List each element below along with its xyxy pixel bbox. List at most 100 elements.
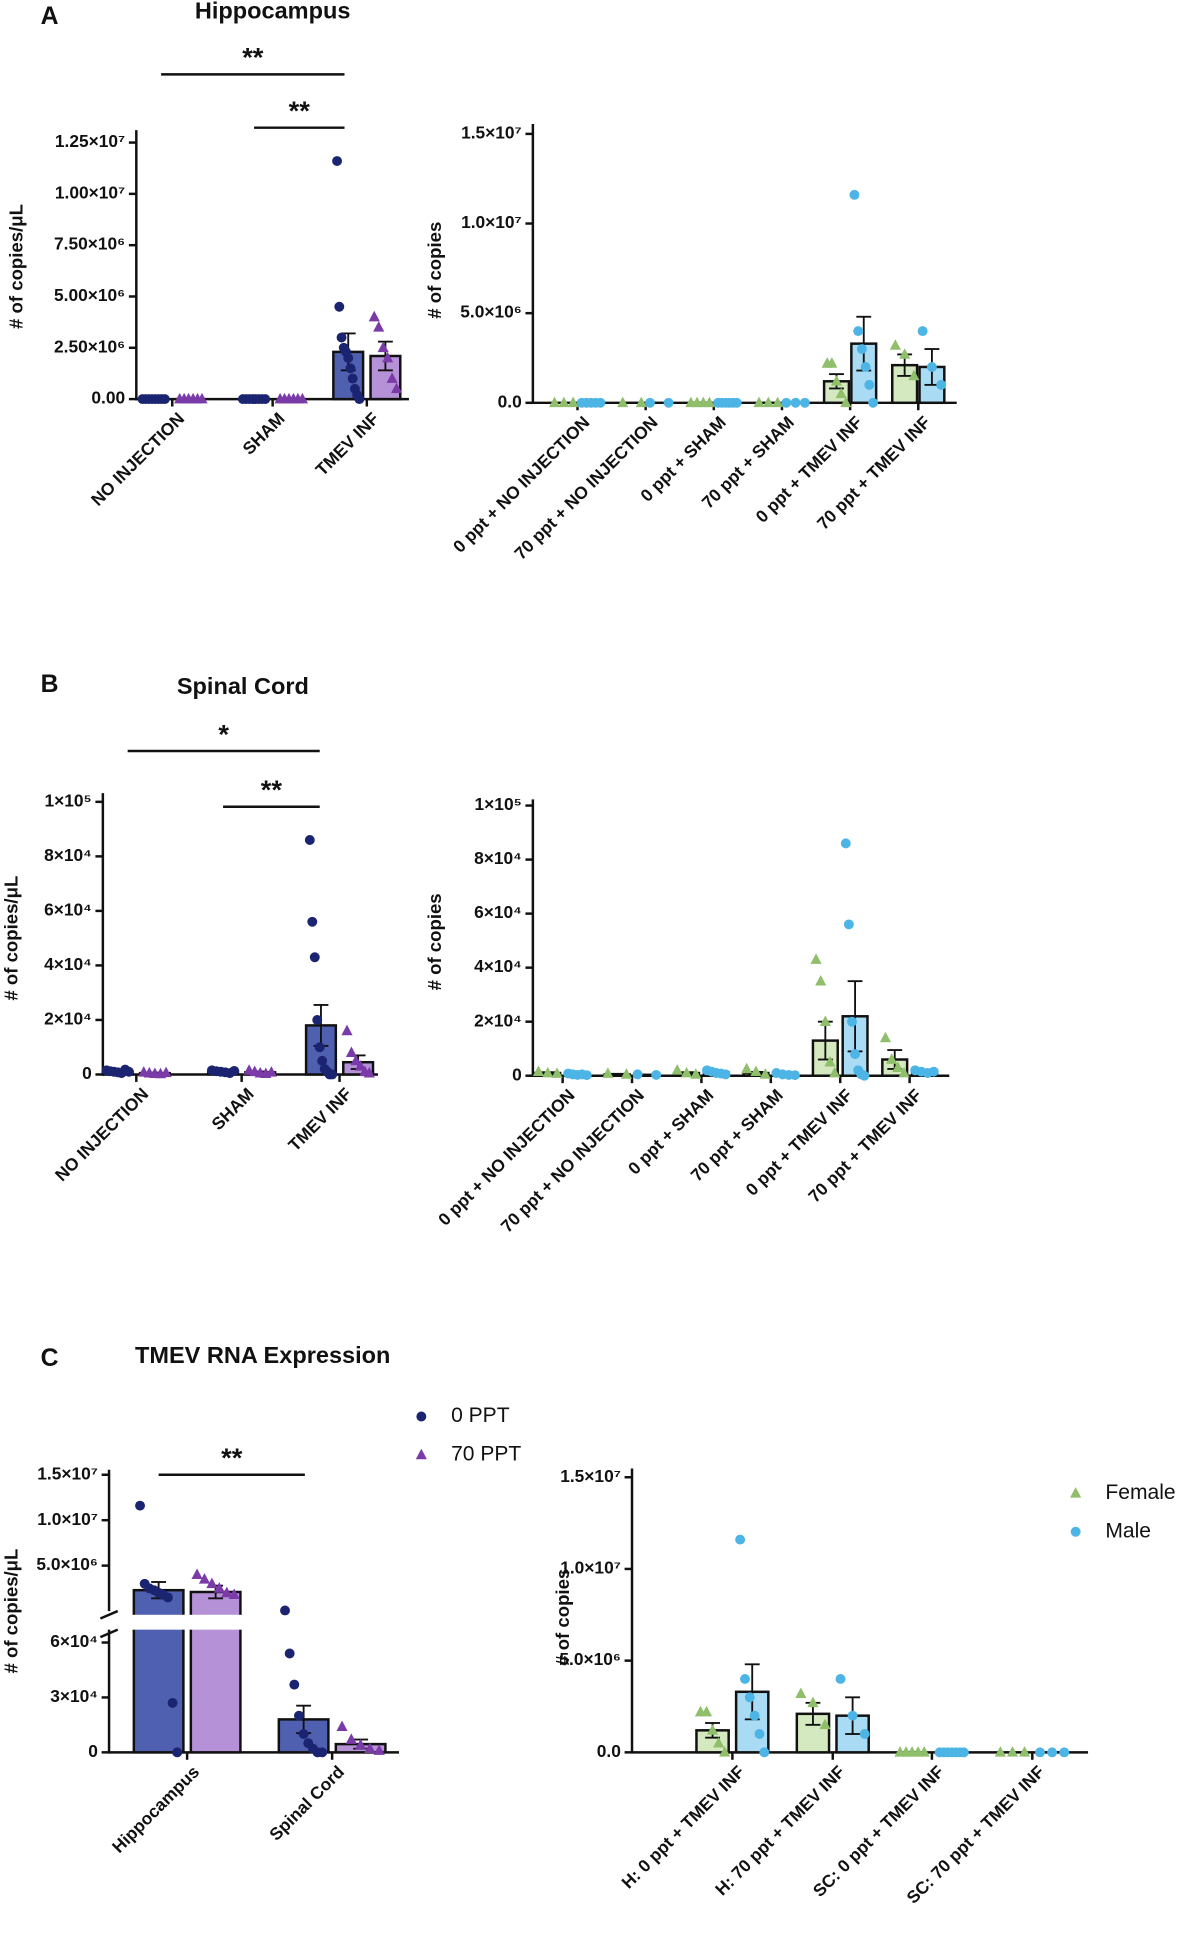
data-point	[304, 835, 315, 845]
data-point	[289, 1679, 300, 1690]
y-tick-label: 1.25×10⁷	[55, 131, 125, 151]
data-point	[162, 1592, 173, 1603]
data-point	[790, 1070, 800, 1081]
axis-break-mark	[99, 1628, 119, 1639]
data-point	[548, 396, 561, 408]
y-tick-label: 0	[88, 1741, 98, 1761]
x-tick-label: SHAM	[207, 1084, 257, 1134]
data-point	[373, 321, 385, 332]
data-point	[663, 397, 674, 408]
data-point	[373, 1744, 385, 1755]
data-point	[917, 326, 928, 337]
y-tick-label: 1.0×10⁷	[461, 212, 522, 232]
x-tick-label: 70 ppt + TMEV INF	[813, 412, 934, 533]
significance-label: **	[261, 774, 283, 805]
data-point	[819, 1015, 831, 1027]
y-tick-label: 6×10⁴	[474, 902, 522, 922]
legend-marker	[1070, 1526, 1081, 1537]
data-point	[879, 1031, 892, 1043]
panel-letter: B	[41, 671, 59, 698]
significance-label: **	[221, 1442, 243, 1473]
y-tick-label: 6×10⁴	[44, 899, 92, 919]
data-point	[899, 348, 911, 359]
data-point	[1047, 1747, 1058, 1758]
data-point	[740, 1674, 750, 1684]
data-point	[390, 382, 403, 394]
y-tick-label: 5.0×10⁶	[559, 1649, 620, 1669]
x-tick-label: 0 ppt + NO INJECTION	[434, 1085, 579, 1230]
data-point	[735, 1534, 746, 1545]
data-point	[753, 396, 765, 408]
data-point	[908, 369, 920, 381]
data-point	[795, 1687, 807, 1698]
data-point	[850, 1049, 861, 1060]
y-axis-title: # of copies/μL	[5, 204, 26, 329]
legend-marker	[416, 1411, 427, 1422]
y-tick-label: 5.0×10⁶	[460, 302, 521, 322]
data-point	[645, 397, 655, 408]
data-point	[343, 353, 354, 364]
data-point	[713, 1736, 725, 1748]
data-point	[835, 1674, 846, 1684]
data-point	[345, 1046, 358, 1058]
data-point	[542, 1066, 554, 1078]
data-point	[807, 1696, 819, 1708]
y-tick-label: 2×10⁴	[474, 1010, 522, 1030]
data-point	[196, 392, 208, 404]
data-point	[123, 1066, 134, 1077]
significance-label: *	[218, 718, 229, 749]
x-tick-label: TMEV INF	[284, 1084, 355, 1155]
data-point	[731, 397, 742, 408]
y-tick-label: 2.50×10⁶	[54, 336, 125, 356]
data-point	[327, 1069, 338, 1080]
y-tick-label: 4×10⁴	[44, 954, 92, 974]
legend-marker	[1070, 1487, 1082, 1498]
data-point	[994, 1746, 1006, 1757]
data-point	[213, 1582, 225, 1593]
data-point	[772, 396, 784, 408]
data-point	[750, 1065, 762, 1077]
legend-label: 70 PPT	[451, 1442, 521, 1465]
x-tick-label: Spinal Cord	[265, 1762, 348, 1845]
y-tick-label: 0.00	[91, 388, 125, 408]
bar	[734, 1690, 770, 1754]
x-tick-label: NO INJECTION	[51, 1084, 152, 1185]
x-tick-label: Hippocampus	[108, 1762, 203, 1857]
data-point	[840, 396, 852, 408]
data-point	[829, 1066, 841, 1078]
data-point	[298, 1729, 309, 1739]
data-point	[336, 1720, 348, 1732]
data-point	[347, 373, 358, 384]
data-point	[635, 396, 647, 408]
bar	[132, 1588, 185, 1754]
y-tick-label: 0	[82, 1063, 92, 1083]
data-point	[382, 351, 394, 363]
data-point	[853, 326, 864, 337]
data-point	[1006, 1746, 1019, 1757]
data-point	[265, 1066, 277, 1077]
data-point	[958, 1747, 969, 1758]
data-point	[671, 1064, 683, 1075]
data-point	[1018, 1746, 1031, 1757]
data-point	[703, 396, 716, 408]
data-point	[651, 1069, 662, 1080]
y-tick-label: 0.0	[597, 1741, 621, 1761]
data-point	[864, 379, 875, 390]
y-axis-title: # of copies/μL	[0, 1549, 21, 1674]
data-point	[759, 1747, 770, 1758]
legend-label: Female	[1105, 1481, 1175, 1504]
data-point	[835, 387, 847, 399]
data-point	[317, 1055, 328, 1066]
y-tick-label: 1.00×10⁷	[55, 182, 125, 202]
data-point	[602, 1067, 614, 1078]
y-axis-title: # of copies	[552, 1569, 573, 1666]
data-point	[206, 1577, 218, 1589]
y-tick-label: 8×10⁴	[474, 848, 522, 868]
data-point	[312, 1014, 323, 1025]
y-axis-title: # of copies	[424, 222, 445, 319]
data-point	[160, 1066, 172, 1078]
y-tick-label: 1.0×10⁷	[37, 1509, 98, 1529]
data-point	[928, 1066, 939, 1077]
y-tick-label: 1×10⁵	[475, 794, 522, 814]
legend-marker	[415, 1448, 427, 1460]
